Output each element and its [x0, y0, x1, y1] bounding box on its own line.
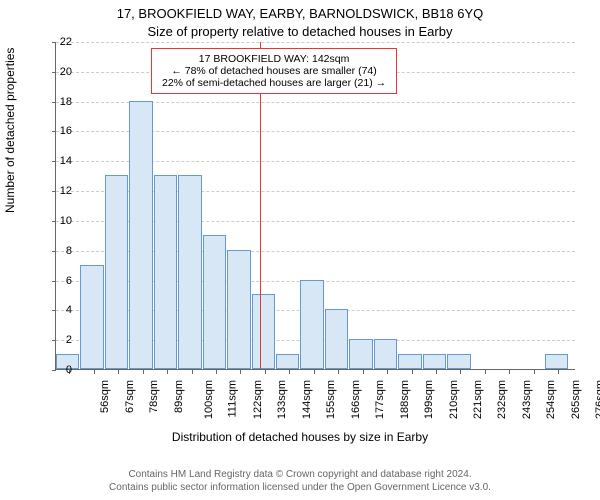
- histogram-bar: [154, 175, 177, 369]
- x-tick-mark: [338, 370, 339, 374]
- x-tick-label: 254sqm: [545, 380, 557, 419]
- x-tick-label: 133sqm: [277, 380, 289, 419]
- x-tick-label: 78sqm: [148, 380, 160, 413]
- x-tick-label: 144sqm: [301, 380, 313, 419]
- x-tick-mark: [460, 370, 461, 374]
- x-axis-label: Distribution of detached houses by size …: [0, 430, 600, 444]
- histogram-bar: [398, 354, 421, 369]
- x-tick-mark: [534, 370, 535, 374]
- plot-area: 56sqm67sqm78sqm89sqm100sqm111sqm122sqm13…: [55, 42, 575, 370]
- histogram-bar: [129, 101, 152, 369]
- x-tick-label: 122sqm: [252, 380, 264, 419]
- y-tick-label: 2: [42, 334, 72, 346]
- x-tick-label: 276sqm: [594, 380, 600, 419]
- y-tick-label: 14: [42, 155, 72, 167]
- histogram-bar: [325, 309, 348, 369]
- x-tick-mark: [485, 370, 486, 374]
- x-tick-mark: [94, 370, 95, 374]
- x-tick-label: 210sqm: [448, 380, 460, 419]
- y-tick-label: 6: [42, 275, 72, 287]
- x-tick-mark: [289, 370, 290, 374]
- histogram-chart: 17, BROOKFIELD WAY, EARBY, BARNOLDSWICK,…: [0, 0, 600, 500]
- annotation-box: 17 BROOKFIELD WAY: 142sqm← 78% of detach…: [151, 48, 397, 94]
- x-tick-label: 232sqm: [497, 380, 509, 419]
- y-tick-label: 20: [42, 66, 72, 78]
- x-tick-mark: [412, 370, 413, 374]
- x-tick-label: 100sqm: [203, 380, 215, 419]
- footer-line2: Contains public sector information licen…: [0, 481, 600, 494]
- footer-attribution: Contains HM Land Registry data © Crown c…: [0, 468, 600, 494]
- annotation-line1: 17 BROOKFIELD WAY: 142sqm: [162, 53, 386, 65]
- x-tick-label: 243sqm: [521, 380, 533, 419]
- y-axis-label: Number of detached properties: [3, 48, 17, 213]
- y-tick-label: 16: [42, 125, 72, 137]
- x-tick-label: 188sqm: [399, 380, 411, 419]
- y-tick-label: 0: [42, 364, 72, 376]
- histogram-bar: [252, 294, 275, 369]
- x-tick-mark: [363, 370, 364, 374]
- y-tick-label: 8: [42, 245, 72, 257]
- x-tick-mark: [387, 370, 388, 374]
- grid-line: [56, 42, 575, 43]
- x-tick-label: 155sqm: [325, 380, 337, 419]
- histogram-bar: [349, 339, 372, 369]
- x-tick-mark: [265, 370, 266, 374]
- footer-line1: Contains HM Land Registry data © Crown c…: [0, 468, 600, 481]
- x-tick-mark: [143, 370, 144, 374]
- histogram-bar: [178, 175, 201, 369]
- x-tick-mark: [118, 370, 119, 374]
- x-tick-mark: [240, 370, 241, 374]
- histogram-bar: [300, 280, 323, 369]
- x-tick-mark: [314, 370, 315, 374]
- y-tick-label: 10: [42, 215, 72, 227]
- histogram-bar: [545, 354, 568, 369]
- x-tick-label: 166sqm: [350, 380, 362, 419]
- histogram-bar: [227, 250, 250, 369]
- x-tick-mark: [167, 370, 168, 374]
- histogram-bar: [203, 235, 226, 369]
- annotation-line3: 22% of semi-detached houses are larger (…: [162, 77, 386, 89]
- x-tick-label: 67sqm: [124, 380, 136, 413]
- x-tick-mark: [436, 370, 437, 374]
- annotation-line2: ← 78% of detached houses are smaller (74…: [162, 65, 386, 77]
- x-tick-mark: [558, 370, 559, 374]
- x-tick-mark: [509, 370, 510, 374]
- x-tick-label: 199sqm: [423, 380, 435, 419]
- histogram-bar: [276, 354, 299, 369]
- histogram-bar: [80, 265, 103, 369]
- histogram-bar: [374, 339, 397, 369]
- histogram-bar: [105, 175, 128, 369]
- y-tick-label: 12: [42, 185, 72, 197]
- x-tick-label: 177sqm: [374, 380, 386, 419]
- x-tick-mark: [192, 370, 193, 374]
- x-tick-label: 89sqm: [173, 380, 185, 413]
- x-tick-label: 111sqm: [226, 380, 238, 418]
- chart-title-line2: Size of property relative to detached ho…: [0, 24, 600, 39]
- x-tick-mark: [216, 370, 217, 374]
- y-tick-label: 4: [42, 304, 72, 316]
- x-tick-label: 56sqm: [99, 380, 111, 413]
- histogram-bar: [423, 354, 446, 369]
- chart-title-line1: 17, BROOKFIELD WAY, EARBY, BARNOLDSWICK,…: [0, 6, 600, 21]
- y-tick-label: 22: [42, 36, 72, 48]
- x-tick-label: 221sqm: [472, 380, 484, 419]
- y-tick-label: 18: [42, 96, 72, 108]
- x-tick-label: 265sqm: [570, 380, 582, 419]
- histogram-bar: [447, 354, 470, 369]
